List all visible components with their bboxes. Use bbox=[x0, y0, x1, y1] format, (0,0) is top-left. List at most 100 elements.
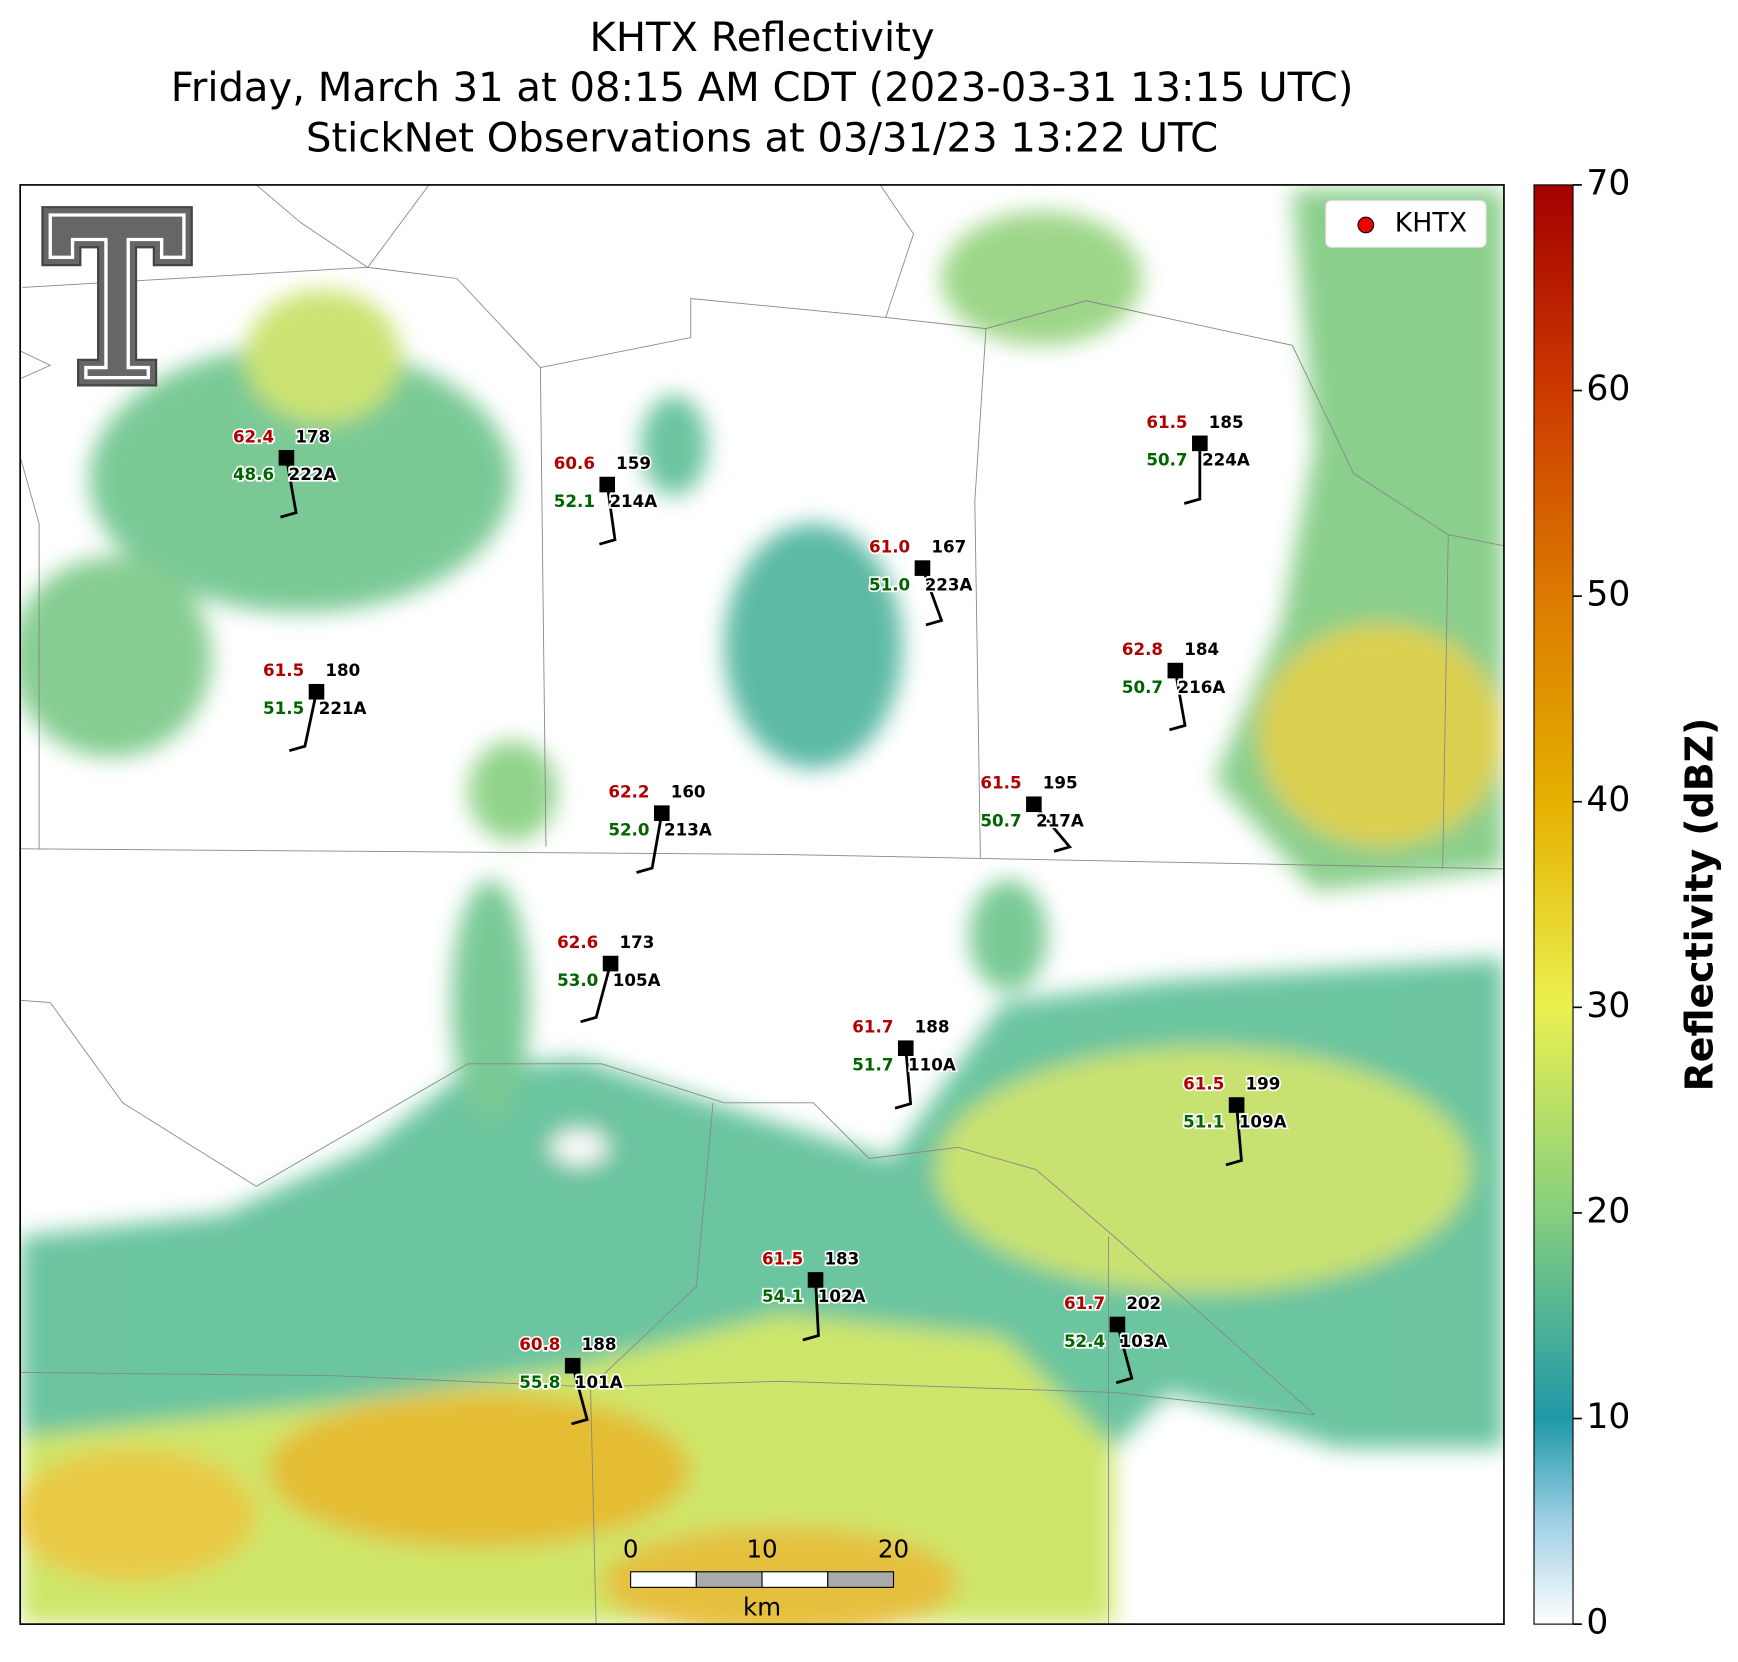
station-id: 222A bbox=[289, 464, 337, 484]
scale-bar: 0 10 20 km bbox=[623, 1535, 909, 1622]
station-id: 105A bbox=[613, 970, 661, 990]
station-marker bbox=[278, 450, 295, 466]
station-marker bbox=[897, 1040, 914, 1057]
temperature: 61.7 bbox=[1064, 1293, 1105, 1313]
colorbar bbox=[1533, 184, 1574, 1625]
dewpoint: 55.8 bbox=[519, 1372, 560, 1392]
station-id: 221A bbox=[319, 698, 367, 718]
scale-label: 0 bbox=[623, 1535, 639, 1564]
station-marker bbox=[914, 560, 931, 576]
temperature: 62.6 bbox=[557, 932, 598, 952]
station-marker bbox=[807, 1272, 824, 1288]
station-value: 159 bbox=[616, 453, 651, 473]
scale-label: 10 bbox=[746, 1535, 777, 1564]
station-id: 224A bbox=[1202, 450, 1250, 470]
station-marker bbox=[602, 955, 619, 972]
dewpoint: 53.0 bbox=[557, 970, 598, 990]
station-id: 214A bbox=[609, 491, 657, 511]
legend-marker bbox=[1357, 216, 1375, 234]
temperature: 61.7 bbox=[852, 1017, 893, 1037]
temperature: 61.5 bbox=[1183, 1073, 1224, 1093]
station-value: 178 bbox=[295, 426, 330, 446]
dewpoint: 51.7 bbox=[852, 1055, 893, 1075]
station-id: 110A bbox=[908, 1055, 956, 1075]
station-marker bbox=[564, 1357, 581, 1374]
scale-unit: km bbox=[743, 1593, 781, 1622]
station-marker bbox=[308, 683, 325, 700]
temperature: 61.5 bbox=[762, 1248, 803, 1268]
station-value: 188 bbox=[915, 1017, 950, 1037]
station-value: 199 bbox=[1246, 1073, 1281, 1093]
wind-barb bbox=[636, 812, 664, 874]
temperature: 62.2 bbox=[608, 782, 649, 802]
dewpoint: 52.1 bbox=[554, 491, 595, 511]
title: KHTX Reflectivity bbox=[590, 15, 935, 61]
wind-barb bbox=[571, 1365, 589, 1426]
station-marker bbox=[654, 805, 670, 821]
temperature: 61.5 bbox=[1146, 412, 1187, 432]
station-id: 216A bbox=[1178, 677, 1226, 697]
colorbar-tick-label: 0 bbox=[1586, 1603, 1608, 1643]
legend-label: KHTX bbox=[1395, 207, 1467, 238]
dewpoint: 50.7 bbox=[980, 811, 1021, 831]
wind-barb bbox=[894, 1048, 913, 1110]
station-value: 180 bbox=[325, 660, 360, 680]
ttu-logo bbox=[41, 206, 193, 387]
legend: KHTX bbox=[1325, 199, 1487, 248]
colorbar-tick-label: 20 bbox=[1586, 1191, 1630, 1231]
wind-barb bbox=[1169, 670, 1187, 732]
temperature: 60.8 bbox=[519, 1334, 560, 1354]
dewpoint: 50.7 bbox=[1146, 450, 1187, 470]
wind-barb bbox=[280, 457, 298, 519]
station-id: 103A bbox=[1120, 1331, 1168, 1351]
wind-barb bbox=[1115, 1324, 1134, 1385]
station-value: 160 bbox=[671, 782, 706, 802]
colorbar-tick-label: 30 bbox=[1586, 986, 1630, 1026]
colorbar-tick-label: 60 bbox=[1586, 369, 1630, 409]
title: StickNet Observations at 03/31/23 13:22 … bbox=[306, 115, 1218, 161]
station-value: 195 bbox=[1043, 773, 1078, 793]
wind-barb bbox=[1032, 803, 1073, 853]
colorbar-tick-label: 50 bbox=[1586, 575, 1630, 615]
station-id: 223A bbox=[925, 574, 973, 594]
station-marker bbox=[1109, 1316, 1126, 1333]
station-id: 109A bbox=[1239, 1111, 1287, 1131]
station-value: 167 bbox=[931, 537, 966, 557]
wind-barb bbox=[598, 484, 617, 546]
wind-barb bbox=[802, 1279, 820, 1342]
station-marker bbox=[599, 476, 616, 493]
scale-label: 20 bbox=[878, 1535, 909, 1564]
station-value: 184 bbox=[1184, 639, 1219, 659]
station-value: 185 bbox=[1209, 412, 1244, 432]
station-value: 202 bbox=[1126, 1293, 1161, 1313]
dewpoint: 54.1 bbox=[762, 1286, 803, 1306]
station-marker bbox=[1192, 435, 1208, 452]
temperature: 62.4 bbox=[233, 426, 274, 446]
station-id: 102A bbox=[818, 1286, 866, 1306]
dewpoint: 51.5 bbox=[263, 698, 304, 718]
dewpoint: 52.4 bbox=[1064, 1331, 1105, 1351]
station-id: 101A bbox=[575, 1372, 623, 1392]
station-marker bbox=[1228, 1097, 1245, 1113]
temperature: 61.0 bbox=[869, 537, 910, 557]
wind-barb bbox=[288, 691, 318, 753]
wind-barb bbox=[1183, 443, 1202, 505]
station-marker bbox=[1167, 662, 1184, 679]
station-marker bbox=[1026, 796, 1042, 813]
dewpoint: 51.0 bbox=[869, 574, 910, 594]
station-id: 217A bbox=[1036, 811, 1084, 831]
station-value: 183 bbox=[824, 1248, 859, 1268]
colorbar-tick-label: 10 bbox=[1586, 1397, 1630, 1437]
dewpoint: 50.7 bbox=[1122, 677, 1163, 697]
colorbar-tick-label: 40 bbox=[1586, 780, 1630, 820]
map-frame bbox=[19, 184, 1505, 1625]
dewpoint: 52.0 bbox=[608, 820, 649, 840]
wind-barb bbox=[1225, 1104, 1243, 1167]
colorbar-tick-label: 70 bbox=[1586, 163, 1630, 203]
temperature: 61.5 bbox=[980, 773, 1021, 793]
station-value: 173 bbox=[619, 932, 654, 952]
wind-barb bbox=[921, 567, 944, 627]
colorbar-label: Reflectivity (dBZ) bbox=[1678, 718, 1722, 1092]
reflectivity-field bbox=[20, 184, 1504, 1625]
